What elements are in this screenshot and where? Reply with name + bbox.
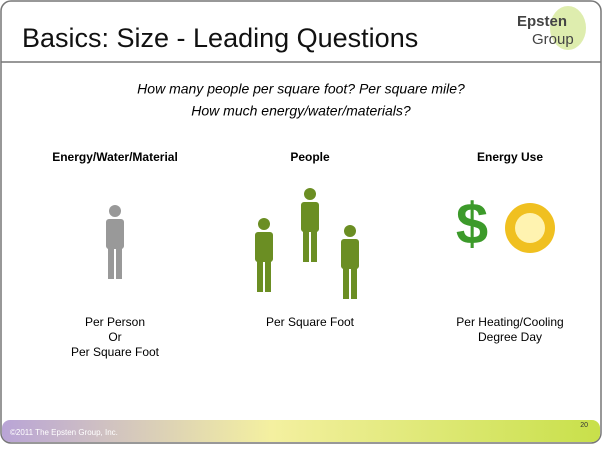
column-caption: Per Square Foot	[266, 315, 355, 329]
column-caption: Per Person	[85, 315, 145, 329]
column-caption: Or	[108, 330, 121, 344]
sun-icon	[505, 203, 555, 253]
footer-bar	[2, 420, 600, 442]
subtitle: How much energy/water/materials?	[191, 103, 411, 119]
copyright: ©2011 The Epsten Group, Inc.	[10, 428, 118, 437]
column-caption: Degree Day	[478, 330, 542, 344]
page-number: 20	[580, 422, 588, 429]
column-heading: Energy Use	[477, 150, 543, 164]
column-caption: Per Square Foot	[71, 345, 160, 359]
title: Basics: Size - Leading Questions	[22, 23, 418, 53]
logo-leaf	[550, 6, 586, 50]
dollar-icon: $	[456, 191, 488, 256]
column-heading: People	[290, 150, 330, 164]
subtitle: How many people per square foot? Per squ…	[137, 81, 465, 97]
logo-text: Epsten	[517, 13, 567, 30]
column-heading: Energy/Water/Material	[52, 150, 178, 164]
logo-text: Group	[532, 31, 574, 48]
column-caption: Per Heating/Cooling	[456, 315, 563, 329]
